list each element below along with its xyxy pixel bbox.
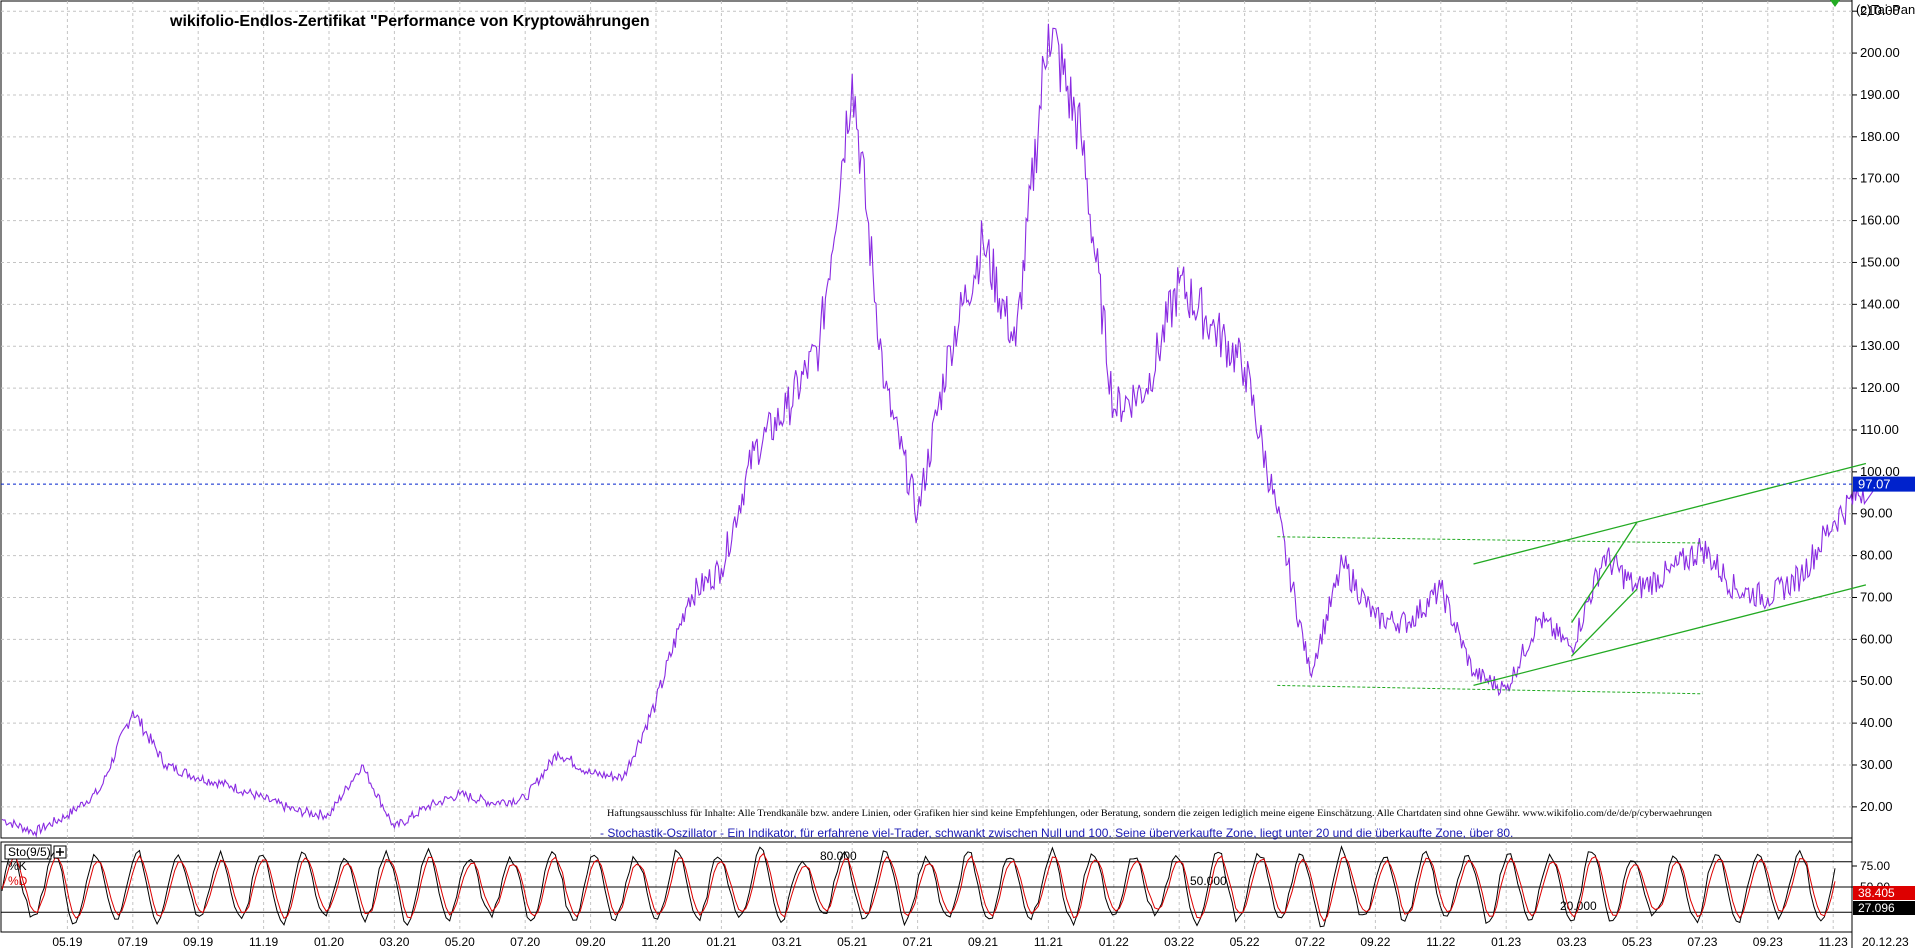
trend-lines (1277, 462, 1867, 695)
y-tick-label: 60.00 (1860, 631, 1893, 646)
x-tick-label: 09.21 (968, 935, 998, 948)
x-tick-label: 05.23 (1622, 935, 1652, 948)
y-tick-label: 180.00 (1860, 129, 1900, 144)
x-tick-label: 11.20 (641, 935, 670, 948)
y-tick-label: 160.00 (1860, 213, 1900, 228)
trend-line (1473, 462, 1867, 565)
x-tick-label: 07.19 (118, 935, 148, 948)
x-tick-label: 09.20 (576, 935, 606, 948)
y-tick-label: 20.00 (1860, 799, 1893, 814)
x-tick-label: 05.20 (445, 935, 475, 948)
y-tick-label: 30.00 (1860, 757, 1893, 772)
plus-icon (56, 848, 64, 856)
y-tick-label: 80.00 (1860, 548, 1893, 563)
stochastic-series (1, 845, 1836, 928)
x-tick-label: 01.22 (1099, 935, 1129, 948)
x-tick-label: 01.20 (314, 935, 344, 948)
y-tick-label: 70.00 (1860, 589, 1893, 604)
x-tick-label: 01.23 (1491, 935, 1521, 948)
y-tick-label: 90.00 (1860, 506, 1893, 521)
indicator-caption: - Stochastik-Oszillator - Ein Indikator,… (600, 826, 1513, 840)
y-tick-label: 140.00 (1860, 296, 1900, 311)
x-tick-label: 05.19 (52, 935, 82, 948)
x-tick-label: 01.21 (706, 935, 736, 948)
k-value-badge (1853, 886, 1915, 900)
d-value-badge (1853, 901, 1915, 915)
last-price-badge (1853, 476, 1915, 492)
last-price-value: 97.07 (1858, 477, 1891, 492)
indicator-label: Sto(9/5) (8, 845, 51, 859)
x-tick-label: 03.20 (379, 935, 409, 948)
k-value: 38.405 (1858, 886, 1895, 900)
trend-line (1473, 584, 1867, 687)
trend-line (1571, 521, 1638, 623)
top-marker-icon (1830, 0, 1840, 7)
y-tick-label: 190.00 (1860, 87, 1900, 102)
disclaimer-text: Haftungsausschluss für Inhalte: Alle Tre… (607, 808, 1712, 819)
stochastic-y-tick-label: 75.00 (1860, 859, 1890, 873)
x-tick-label: 11.23 (1819, 935, 1848, 948)
stochastic-level-label: 50.000 (1190, 874, 1227, 888)
x-tick-label: 05.21 (837, 935, 867, 948)
x-axis: 05.19 07.19 09.19 11.19 01.20 03.20 05.20 07.20… (52, 935, 1909, 948)
x-tick-label: 03.21 (772, 935, 802, 948)
indicator-label-box (4, 844, 52, 860)
y-tick-label: 130.00 (1860, 338, 1900, 353)
price-series (1, 23, 1879, 838)
x-tick-label: 09.23 (1753, 935, 1783, 948)
k-legend: %K (8, 859, 27, 873)
y-tick-label: 200.00 (1860, 45, 1900, 60)
price-line (1, 23, 1879, 838)
x-tick-label: 07.22 (1295, 935, 1325, 948)
y-tick-label: 150.00 (1860, 254, 1900, 269)
y-tick-label: 50.00 (1860, 673, 1893, 688)
trend-line (1571, 588, 1638, 657)
x-tick-label: 03.23 (1557, 935, 1587, 948)
y-tick-label: 100.00 (1860, 464, 1900, 479)
chart-title: wikifolio-Endlos-Zertifikat "Performance… (169, 13, 650, 30)
y-tick-label: 40.00 (1860, 715, 1893, 730)
trend-line (1277, 536, 1703, 544)
y-tick-label: 210.00 (1860, 3, 1900, 18)
x-tick-label: 09.22 (1360, 935, 1390, 948)
x-tick-label: 07.20 (510, 935, 540, 948)
x-tick-label: 07.21 (903, 935, 933, 948)
x-tick-label: 11.19 (249, 935, 278, 948)
trend-line (1277, 684, 1703, 695)
x-tick-label: 05.22 (1230, 935, 1260, 948)
price-grid (1, 1, 1852, 838)
x-last-date-label: 20.12.23 (1862, 935, 1909, 948)
stochastic-level-label: 80.000 (820, 849, 857, 863)
x-tick-label: 03.22 (1164, 935, 1194, 948)
copyright-label: (c)Tai-Pan (1856, 2, 1915, 17)
x-tick-label: 11.22 (1426, 935, 1455, 948)
y-tick-label: 170.00 (1860, 171, 1900, 186)
d-legend: %D (8, 874, 28, 888)
x-tick-label: 11.21 (1034, 935, 1063, 948)
y-tick-label: 110.00 (1860, 422, 1899, 437)
d-value: 27.096 (1858, 901, 1895, 915)
x-tick-label: 07.23 (1687, 935, 1717, 948)
x-tick-label: 09.19 (183, 935, 213, 948)
price-y-axis: 20.00 30.00 40.00 50.00 60.00 70.00 80.00 90.00… (1852, 3, 1900, 814)
stochastic-d-line (1, 852, 1836, 922)
y-tick-label: 120.00 (1860, 380, 1900, 395)
